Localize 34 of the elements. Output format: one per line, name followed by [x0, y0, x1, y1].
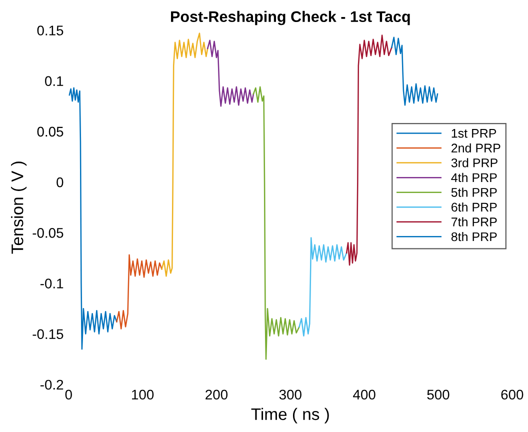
y-tick-label: 0.15: [37, 26, 64, 36]
legend-label: 2nd PRP: [452, 143, 500, 153]
line-series: [206, 40, 254, 107]
x-tick-label: 0: [65, 390, 72, 400]
legend-label: 7th PRP: [452, 217, 497, 226]
legend-label: 5th PRP: [451, 188, 497, 197]
y-tick-label: -0.1: [40, 278, 64, 288]
y-tick-label: 0: [56, 177, 64, 188]
legend-label: 4th PRP: [451, 172, 497, 182]
chart-title: Post-Reshaping Check - 1st Tacq: [171, 10, 410, 26]
line-series: [391, 36, 438, 106]
y-tick-label: 0.1: [45, 76, 64, 86]
line-series: [161, 32, 208, 277]
y-tick-label: -0.2: [40, 380, 64, 390]
x-tick-label: 500: [427, 390, 450, 400]
x-tick-label: 100: [132, 390, 154, 400]
x-tick-label: 300: [279, 390, 302, 400]
y-tick-label: 0.05: [37, 126, 64, 137]
y-tick-label: -0.15: [32, 329, 64, 340]
line-series: [346, 34, 392, 266]
legend-label: 8th PRP: [451, 232, 497, 242]
line-series: [68, 87, 118, 350]
x-axis-title: Time ( ns ): [251, 408, 329, 424]
line-series: [298, 237, 348, 337]
x-tick-label: 600: [501, 390, 524, 400]
y-axis-title: Tension ( V ): [11, 162, 27, 254]
line-series: [252, 86, 300, 360]
x-tick-label: 200: [206, 390, 228, 400]
legend-label: 3rd PRP: [451, 158, 498, 168]
y-tick-label: -0.05: [32, 228, 64, 238]
x-tick-label: 400: [353, 390, 376, 400]
line-series: [116, 254, 162, 330]
legend-label: 1st PRP: [452, 129, 496, 138]
legend-label: 6th PRP: [452, 202, 497, 212]
